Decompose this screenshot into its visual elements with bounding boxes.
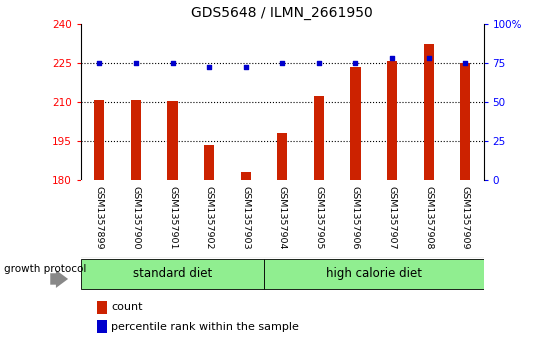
Text: GSM1357904: GSM1357904 xyxy=(278,186,287,249)
Point xyxy=(205,64,214,70)
Text: GSM1357902: GSM1357902 xyxy=(205,186,214,249)
Point xyxy=(168,60,177,65)
Text: GSM1357907: GSM1357907 xyxy=(387,186,396,249)
FancyBboxPatch shape xyxy=(81,259,264,289)
Text: percentile rank within the sample: percentile rank within the sample xyxy=(111,322,299,332)
Point xyxy=(314,60,323,65)
Text: GSM1357905: GSM1357905 xyxy=(314,186,324,249)
Text: GSM1357906: GSM1357906 xyxy=(351,186,360,249)
Text: standard diet: standard diet xyxy=(133,267,212,280)
Point xyxy=(131,60,140,65)
FancyBboxPatch shape xyxy=(264,259,484,289)
Point xyxy=(461,60,470,65)
Point xyxy=(387,55,396,61)
Point xyxy=(278,60,287,65)
Bar xyxy=(277,133,287,180)
Point xyxy=(424,55,433,61)
Text: high calorie diet: high calorie diet xyxy=(326,267,422,280)
Text: count: count xyxy=(111,302,143,312)
Point xyxy=(241,64,250,70)
Bar xyxy=(131,100,141,180)
Text: growth protocol: growth protocol xyxy=(4,264,87,274)
Bar xyxy=(314,97,324,180)
Text: GSM1357900: GSM1357900 xyxy=(131,186,140,249)
Bar xyxy=(204,144,214,180)
Bar xyxy=(387,61,397,180)
Bar xyxy=(97,320,107,333)
Point xyxy=(95,60,104,65)
Bar xyxy=(240,172,251,180)
Bar xyxy=(460,62,470,180)
Bar xyxy=(97,301,107,314)
Title: GDS5648 / ILMN_2661950: GDS5648 / ILMN_2661950 xyxy=(191,6,373,20)
Text: GSM1357901: GSM1357901 xyxy=(168,186,177,249)
Text: GSM1357903: GSM1357903 xyxy=(241,186,250,249)
Bar xyxy=(424,44,434,180)
Text: GSM1357899: GSM1357899 xyxy=(95,186,104,249)
Bar xyxy=(94,100,105,180)
Point xyxy=(351,60,360,65)
Bar xyxy=(350,66,361,180)
Bar xyxy=(167,101,178,180)
FancyArrow shape xyxy=(50,270,68,288)
Text: GSM1357908: GSM1357908 xyxy=(424,186,433,249)
Text: GSM1357909: GSM1357909 xyxy=(461,186,470,249)
